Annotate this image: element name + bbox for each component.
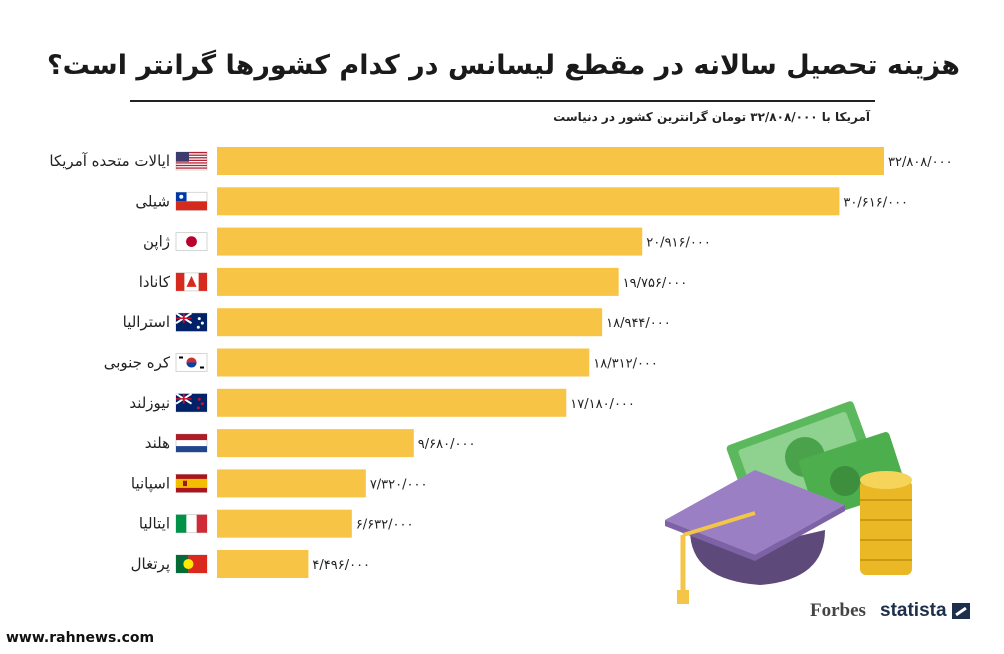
category-label: هلند xyxy=(145,434,170,452)
category-label: ایالات متحده آمریکا xyxy=(49,152,170,170)
data-label: ۳۰/۶۱۶/۰۰۰ xyxy=(843,195,908,210)
data-label: ۳۲/۸۰۸/۰۰۰ xyxy=(888,155,953,170)
bar xyxy=(217,388,567,417)
data-label: ۶/۶۳۲/۰۰۰ xyxy=(356,518,414,533)
title-underline xyxy=(130,100,875,102)
data-label: ۱۷/۱۸۰/۰۰۰ xyxy=(570,397,635,412)
statista-mark-icon xyxy=(951,603,970,619)
new-zealand-flag-icon xyxy=(175,392,208,413)
graduation-money-illustration xyxy=(665,401,912,604)
bar xyxy=(217,469,366,498)
data-label: ۱۹/۷۵۶/۰۰۰ xyxy=(623,276,688,291)
category-label: کانادا xyxy=(139,273,171,291)
category-label: ژاپن xyxy=(143,233,170,252)
us-flag-icon xyxy=(175,151,208,171)
chile-flag-icon xyxy=(175,191,208,211)
data-label: ۱۸/۳۱۲/۰۰۰ xyxy=(593,357,658,372)
canada-flag-icon xyxy=(175,272,208,292)
italy-flag-icon xyxy=(175,514,208,534)
category-label: شیلی xyxy=(135,192,170,210)
category-label: نیوزلند xyxy=(129,394,170,412)
category-label: اسپانیا xyxy=(131,474,170,493)
data-label: ۹/۶۸۰/۰۰۰ xyxy=(418,437,476,452)
bar xyxy=(217,550,309,578)
australia-flag-icon xyxy=(175,312,208,332)
statista-logo: statista xyxy=(880,600,970,622)
statista-wordmark: statista xyxy=(880,600,947,621)
bar xyxy=(217,308,603,337)
chart-title: هزینه تحصیل سالانه در مقطع لیسانس در کدا… xyxy=(46,50,960,81)
south-korea-flag-icon xyxy=(175,353,208,372)
data-label: ۲۰/۹۱۶/۰۰۰ xyxy=(646,236,711,251)
source-website: www.rahnews.com xyxy=(6,630,155,646)
coin-stack-icon xyxy=(860,471,912,575)
chart-subtitle: آمریکا با ۳۲/۸۰۸/۰۰۰ تومان گرانترین کشور… xyxy=(553,110,870,124)
category-label: استرالیا xyxy=(123,313,170,331)
spain-flag-icon xyxy=(175,473,208,493)
graduation-cap-icon xyxy=(665,470,845,604)
data-label: ۴/۴۹۶/۰۰۰ xyxy=(312,558,370,573)
bar xyxy=(217,509,352,538)
bar xyxy=(217,429,414,458)
bar xyxy=(217,147,884,175)
bar xyxy=(217,227,643,256)
bar xyxy=(217,187,840,216)
category-label: کره جنوبی xyxy=(104,354,171,372)
netherlands-flag-icon xyxy=(175,433,208,453)
forbes-logo: Forbes xyxy=(810,600,866,621)
japan-flag-icon xyxy=(175,232,208,252)
bar xyxy=(217,267,619,296)
data-label: ۱۸/۹۴۴/۰۰۰ xyxy=(606,316,671,331)
bar xyxy=(217,348,590,377)
data-label: ۷/۳۲۰/۰۰۰ xyxy=(370,477,428,492)
portugal-flag-icon xyxy=(175,554,208,574)
category-label: ایتالیا xyxy=(139,515,170,533)
category-label: پرتغال xyxy=(131,555,170,574)
